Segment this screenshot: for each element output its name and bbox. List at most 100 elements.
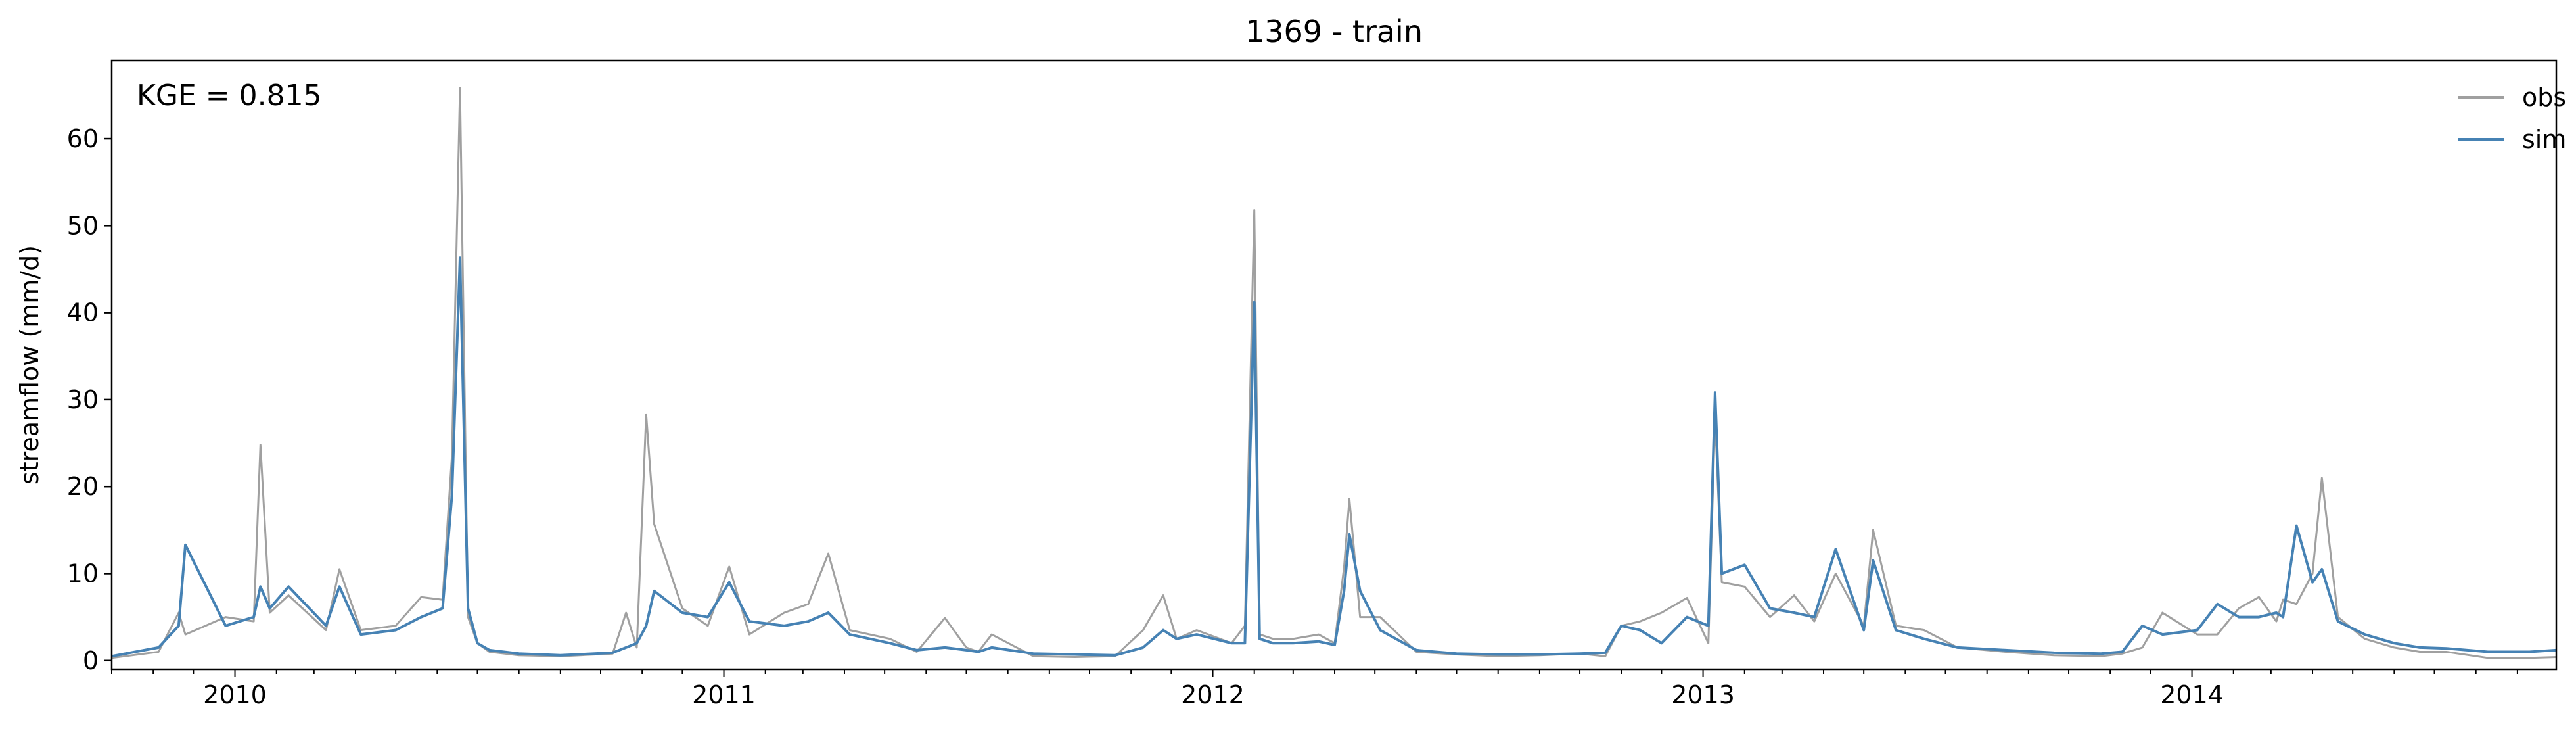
data-point-sim (360, 634, 361, 635)
data-point-obs (965, 647, 967, 648)
data-point-sim (2005, 650, 2006, 651)
data-point-obs (827, 553, 829, 554)
data-point-obs (1640, 621, 1641, 622)
y-axis: 0 10 20 30 40 50 60 (67, 124, 112, 675)
data-point-obs (338, 569, 340, 570)
data-point-obs (2295, 604, 2297, 605)
y-tick-label: 30 (67, 385, 99, 414)
y-tick-label: 60 (67, 124, 99, 153)
series-line-obs (111, 87, 2557, 659)
data-point-sim (1114, 655, 1116, 656)
data-point-obs (360, 629, 361, 631)
data-point-sim (260, 586, 262, 588)
data-point-sim (889, 642, 891, 644)
data-point-sim (965, 650, 967, 651)
data-point-sim (1579, 653, 1580, 654)
data-point-obs (489, 651, 490, 653)
data-point-sim (1272, 642, 1274, 644)
data-point-sim (1196, 634, 1197, 635)
data-point-sim (1661, 642, 1663, 644)
data-point-sim (2393, 642, 2395, 644)
data-point-sim (1318, 640, 1320, 642)
data-point-sim (2282, 616, 2284, 618)
x-tick-label: 2014 (2160, 680, 2224, 709)
series-layer (111, 87, 2557, 659)
data-point-sim (1259, 638, 1260, 640)
data-point-obs (1793, 594, 1795, 596)
data-point-obs (2100, 655, 2102, 657)
data-point-sim (1835, 548, 1837, 550)
data-point-sim (1714, 392, 1716, 394)
data-point-obs (681, 607, 683, 609)
data-point-sim (269, 607, 271, 609)
data-point-obs (185, 634, 186, 635)
data-point-sim (2446, 648, 2447, 650)
data-point-obs (1343, 567, 1345, 568)
data-point-obs (1162, 594, 1164, 596)
data-point-sim (1793, 612, 1795, 613)
data-point-sim (1895, 629, 1897, 631)
data-point-obs (1835, 573, 1837, 575)
data-point-obs (2393, 647, 2395, 648)
data-point-sim (2121, 651, 2123, 653)
data-point-sim (1721, 573, 1722, 575)
data-point-sim (707, 616, 708, 618)
data-point-sim (1253, 302, 1255, 303)
data-point-sim (808, 621, 809, 622)
plot-frame (110, 59, 2558, 671)
data-point-obs (1074, 656, 1076, 658)
data-point-sim (783, 625, 785, 627)
data-point-obs (2005, 651, 2006, 653)
data-point-obs (889, 638, 891, 640)
data-point-sim (1176, 638, 1178, 640)
data-point-obs (269, 612, 271, 613)
data-point-sim (1334, 644, 1335, 646)
y-tick-label: 0 (83, 646, 99, 675)
data-point-sim (645, 625, 647, 627)
y-tick-label: 10 (67, 559, 99, 588)
data-point-obs (2529, 657, 2530, 659)
data-point-sim (1415, 650, 1417, 651)
data-point-sim (2238, 616, 2240, 618)
x-tick-label: 2013 (1671, 680, 1735, 709)
data-point-sim (2419, 647, 2420, 648)
data-point-sim (1348, 534, 1350, 535)
data-point-sim (158, 647, 160, 648)
data-point-sim (849, 634, 850, 635)
y-tick-label: 50 (67, 211, 99, 240)
data-point-obs (1032, 655, 1034, 657)
data-point-obs (1923, 629, 1925, 631)
data-point-obs (467, 616, 469, 618)
series-line-sim (111, 256, 2557, 658)
data-point-sim (225, 625, 227, 627)
data-point-sim (2142, 625, 2143, 627)
data-point-sim (1244, 642, 1246, 644)
data-point-obs (2258, 596, 2260, 598)
data-point-obs (2217, 634, 2219, 635)
chart-title: 1369 - train (1245, 14, 1423, 49)
data-point-obs (2487, 657, 2489, 659)
data-point-obs (1359, 616, 1361, 618)
data-point-obs (783, 612, 785, 613)
data-point-sim (2529, 651, 2530, 653)
data-point-obs (260, 444, 262, 446)
data-point-sim (1456, 653, 1458, 654)
data-point-sim (395, 629, 396, 631)
data-point-sim (636, 642, 637, 644)
data-point-sim (1231, 642, 1232, 644)
data-point-obs (2321, 477, 2323, 479)
data-point-obs (518, 655, 520, 656)
data-point-obs (1661, 612, 1663, 613)
data-point-obs (2419, 651, 2420, 653)
data-point-sim (1872, 559, 1874, 561)
data-point-sim (1293, 642, 1294, 644)
data-point-obs (253, 621, 254, 622)
data-point-sim (253, 616, 254, 618)
data-point-sim (612, 652, 614, 653)
data-point-sim (681, 612, 683, 613)
data-point-sim (1744, 564, 1745, 566)
data-point-obs (1721, 581, 1722, 583)
data-point-sim (185, 544, 186, 546)
data-point-obs (808, 604, 809, 605)
